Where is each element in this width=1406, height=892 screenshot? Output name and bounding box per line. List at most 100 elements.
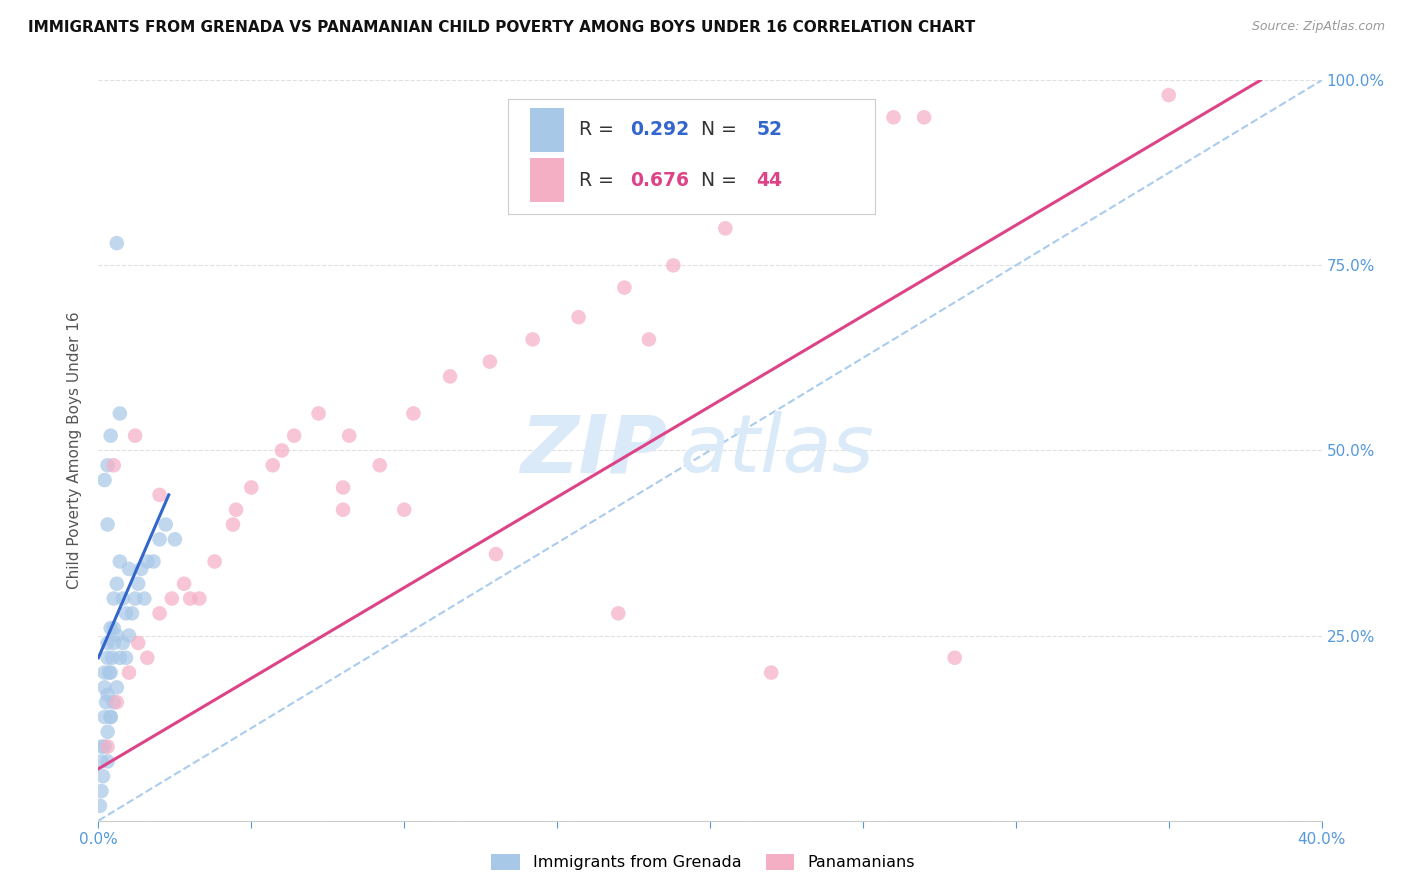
Point [337, 428, 360, 442]
Point [93, 473, 115, 487]
Point [94, 695, 117, 709]
Point [1157, 88, 1180, 103]
Point [124, 428, 146, 442]
Point [308, 407, 330, 421]
Point [93, 739, 115, 754]
Point [111, 591, 134, 606]
Point [100, 710, 122, 724]
Point [163, 533, 186, 547]
Point [567, 310, 589, 325]
Point [91, 769, 114, 783]
Point [103, 458, 125, 473]
Point [103, 695, 125, 709]
Point [766, 192, 789, 206]
Point [127, 576, 149, 591]
Point [100, 621, 122, 635]
Point [714, 221, 737, 235]
Point [368, 458, 391, 473]
Point [105, 236, 128, 251]
Point [392, 502, 416, 516]
Point [142, 555, 165, 569]
Text: R =: R = [579, 120, 620, 139]
Point [105, 576, 128, 591]
Point [485, 547, 508, 561]
Point [943, 650, 966, 665]
Text: Source: ZipAtlas.com: Source: ZipAtlas.com [1251, 20, 1385, 33]
Text: ZIP: ZIP [520, 411, 668, 490]
Point [149, 533, 172, 547]
Point [240, 480, 263, 494]
Text: 0.292: 0.292 [630, 120, 690, 139]
Point [118, 665, 141, 680]
Point [100, 428, 122, 442]
Text: atlas: atlas [679, 411, 875, 490]
Point [225, 502, 247, 516]
Point [97, 650, 120, 665]
Y-axis label: Child Poverty Among Boys Under 16: Child Poverty Among Boys Under 16 [67, 311, 83, 590]
Point [103, 636, 125, 650]
Point [332, 480, 354, 494]
Point [188, 591, 211, 606]
Point [108, 555, 131, 569]
Point [478, 354, 501, 368]
Point [105, 681, 128, 695]
Point [134, 591, 156, 606]
Point [97, 688, 120, 702]
Bar [530, 158, 564, 202]
Point [100, 710, 122, 724]
Point [149, 607, 172, 621]
Text: 0.676: 0.676 [630, 170, 689, 190]
Point [821, 162, 844, 177]
Bar [530, 108, 564, 153]
Point [103, 591, 125, 606]
Point [93, 665, 115, 680]
Point [121, 607, 143, 621]
Point [759, 665, 782, 680]
Point [100, 665, 122, 680]
Point [89, 798, 111, 813]
Point [883, 111, 905, 125]
Point [136, 650, 159, 665]
Point [97, 755, 120, 769]
Point [118, 628, 141, 642]
Point [103, 621, 125, 635]
Point [149, 488, 172, 502]
Text: N =: N = [702, 170, 744, 190]
Point [118, 562, 141, 576]
Point [108, 650, 131, 665]
Point [283, 428, 305, 442]
Point [179, 591, 201, 606]
Point [115, 650, 138, 665]
Point [155, 517, 177, 532]
Legend: Immigrants from Grenada, Panamanians: Immigrants from Grenada, Panamanians [485, 848, 921, 877]
Point [97, 458, 120, 473]
Point [402, 407, 425, 421]
Text: R =: R = [579, 170, 620, 190]
Point [105, 695, 128, 709]
Text: IMMIGRANTS FROM GRENADA VS PANAMANIAN CHILD POVERTY AMONG BOYS UNDER 16 CORRELAT: IMMIGRANTS FROM GRENADA VS PANAMANIAN CH… [28, 20, 976, 35]
Point [93, 710, 115, 724]
Point [90, 755, 112, 769]
Point [97, 724, 120, 739]
Point [136, 555, 159, 569]
Point [97, 636, 120, 650]
Point [129, 562, 152, 576]
Point [108, 407, 131, 421]
Point [97, 517, 120, 532]
Point [637, 332, 661, 346]
Text: 44: 44 [756, 170, 783, 190]
Point [93, 681, 115, 695]
Point [332, 502, 354, 516]
Point [160, 591, 183, 606]
Point [90, 784, 112, 798]
Point [173, 576, 195, 591]
Point [115, 607, 138, 621]
Point [124, 591, 146, 606]
FancyBboxPatch shape [508, 99, 875, 213]
Point [912, 111, 935, 125]
Point [204, 555, 226, 569]
Point [90, 739, 112, 754]
Point [270, 443, 292, 458]
Point [127, 636, 149, 650]
Point [98, 665, 121, 680]
